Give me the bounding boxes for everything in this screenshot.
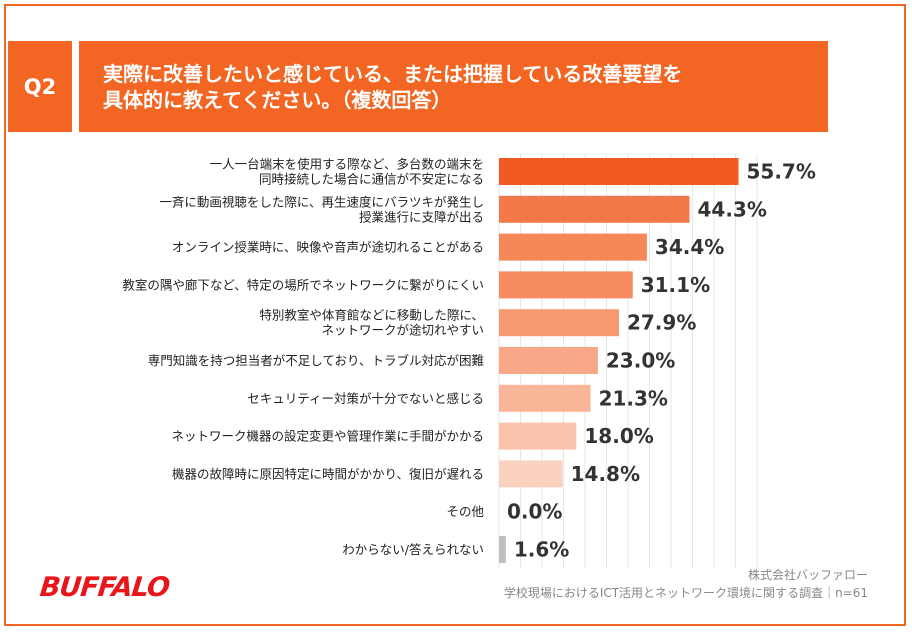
category-label: 教室の隅や廊下など、特定の場所でネットワークに繋がりにくい bbox=[122, 277, 484, 292]
value-label: 0.0% bbox=[507, 500, 562, 524]
value-label: 14.8% bbox=[571, 462, 640, 486]
category-label: その他 bbox=[446, 504, 484, 519]
question-title-line-2: 具体的に教えてください。（複数回答） bbox=[103, 88, 452, 112]
category-label: オンライン授業時に、映像や音声が途切れることがある bbox=[172, 240, 484, 255]
value-label: 21.3% bbox=[599, 386, 668, 410]
category-label: 一斉に動画視聴をした際に、再生速度にバラツキが発生し授業進行に支障が出る bbox=[159, 194, 484, 224]
footer-company: 株式会社バッファロー bbox=[747, 568, 868, 582]
category-label: ネットワーク機器の設定変更や管理作業に手間がかかる bbox=[171, 429, 484, 444]
category-label: 専門知識を持つ担当者が不足しており、トラブル対応が困難 bbox=[148, 353, 484, 368]
bar bbox=[499, 233, 647, 261]
value-label: 34.4% bbox=[655, 235, 724, 259]
bar bbox=[499, 422, 577, 450]
bar bbox=[499, 460, 563, 488]
category-label: 一人一台端末を使用する際など、多台数の端末を同時接続した場合に通信が不安定になる bbox=[210, 157, 484, 187]
category-label: 特別教室や体育館などに移動した際に、ネットワークが途切れやすい bbox=[259, 308, 484, 338]
value-label: 27.9% bbox=[627, 311, 696, 335]
value-label: 23.0% bbox=[606, 349, 675, 373]
question-title: 実際に改善したいと感じている、または把握している改善要望を 具体的に教えてくださ… bbox=[79, 41, 828, 132]
bar bbox=[499, 158, 739, 185]
category-label: 機器の故障時に原因特定に時間がかかり、復旧が遅れる bbox=[172, 466, 484, 481]
question-badge: Q2 bbox=[8, 41, 72, 132]
buffalo-logo: BUFFALO bbox=[38, 572, 171, 603]
bar bbox=[499, 271, 633, 299]
value-label: 55.7% bbox=[747, 160, 816, 184]
bar bbox=[499, 384, 591, 412]
bar bbox=[499, 347, 598, 374]
category-label: セキュリティー対策が十分でないと感じる bbox=[247, 391, 484, 406]
bar bbox=[499, 309, 619, 337]
value-label: 44.3% bbox=[697, 197, 766, 221]
footer-survey: 学校現場におけるICT活用とネットワーク環境に関する調査｜n=61 bbox=[503, 586, 868, 600]
value-label: 1.6% bbox=[514, 538, 569, 562]
category-label: わからない/答えられない bbox=[342, 542, 484, 557]
value-label: 18.0% bbox=[584, 424, 653, 448]
bar bbox=[499, 195, 690, 223]
question-title-line-1: 実際に改善したいと感じている、または把握している改善要望を bbox=[103, 62, 683, 86]
value-label: 31.1% bbox=[641, 273, 710, 297]
bar bbox=[499, 536, 506, 563]
